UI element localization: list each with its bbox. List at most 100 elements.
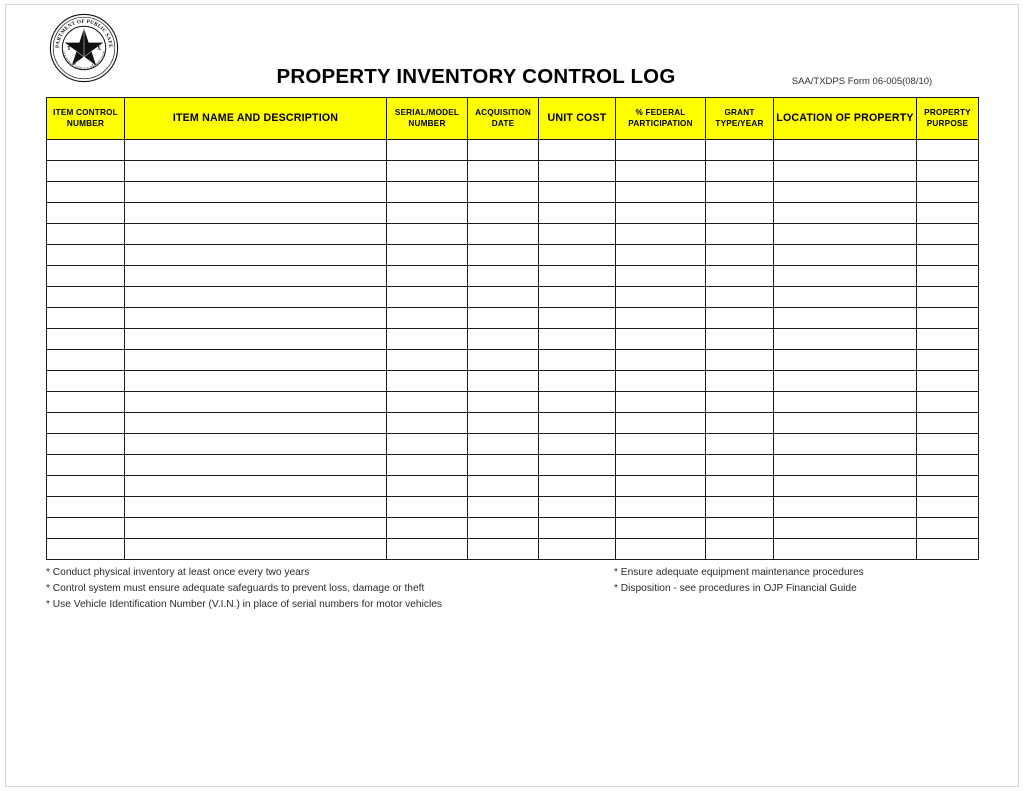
cell-item-control-number[interactable] [46, 181, 125, 203]
cell-unit-cost[interactable] [538, 496, 616, 518]
cell-item-name-description[interactable] [124, 496, 387, 518]
cell-grant-type-year[interactable] [705, 286, 774, 308]
cell-serial-model-number[interactable] [386, 391, 468, 413]
cell-percent-federal-participation[interactable] [615, 454, 706, 476]
cell-location-of-property[interactable] [773, 433, 917, 455]
cell-unit-cost[interactable] [538, 328, 616, 350]
cell-item-name-description[interactable] [124, 412, 387, 434]
cell-percent-federal-participation[interactable] [615, 223, 706, 245]
cell-grant-type-year[interactable] [705, 475, 774, 497]
cell-acquisition-date[interactable] [467, 139, 539, 161]
cell-serial-model-number[interactable] [386, 265, 468, 287]
cell-item-control-number[interactable] [46, 139, 125, 161]
cell-grant-type-year[interactable] [705, 160, 774, 182]
cell-unit-cost[interactable] [538, 538, 616, 560]
cell-grant-type-year[interactable] [705, 433, 774, 455]
cell-grant-type-year[interactable] [705, 412, 774, 434]
cell-item-control-number[interactable] [46, 223, 125, 245]
cell-property-purpose[interactable] [916, 412, 979, 434]
cell-serial-model-number[interactable] [386, 307, 468, 329]
cell-serial-model-number[interactable] [386, 370, 468, 392]
cell-location-of-property[interactable] [773, 517, 917, 539]
cell-unit-cost[interactable] [538, 139, 616, 161]
cell-unit-cost[interactable] [538, 223, 616, 245]
cell-serial-model-number[interactable] [386, 454, 468, 476]
cell-item-control-number[interactable] [46, 160, 125, 182]
cell-property-purpose[interactable] [916, 391, 979, 413]
cell-grant-type-year[interactable] [705, 202, 774, 224]
cell-acquisition-date[interactable] [467, 454, 539, 476]
cell-serial-model-number[interactable] [386, 538, 468, 560]
cell-item-name-description[interactable] [124, 244, 387, 266]
cell-unit-cost[interactable] [538, 202, 616, 224]
cell-property-purpose[interactable] [916, 265, 979, 287]
cell-grant-type-year[interactable] [705, 349, 774, 371]
cell-acquisition-date[interactable] [467, 265, 539, 287]
cell-item-control-number[interactable] [46, 265, 125, 287]
cell-item-control-number[interactable] [46, 349, 125, 371]
cell-serial-model-number[interactable] [386, 181, 468, 203]
cell-location-of-property[interactable] [773, 475, 917, 497]
cell-acquisition-date[interactable] [467, 391, 539, 413]
cell-unit-cost[interactable] [538, 181, 616, 203]
cell-item-name-description[interactable] [124, 160, 387, 182]
cell-unit-cost[interactable] [538, 307, 616, 329]
cell-property-purpose[interactable] [916, 433, 979, 455]
cell-property-purpose[interactable] [916, 475, 979, 497]
cell-acquisition-date[interactable] [467, 181, 539, 203]
cell-unit-cost[interactable] [538, 370, 616, 392]
cell-acquisition-date[interactable] [467, 496, 539, 518]
cell-item-name-description[interactable] [124, 517, 387, 539]
cell-item-control-number[interactable] [46, 391, 125, 413]
cell-item-control-number[interactable] [46, 475, 125, 497]
cell-grant-type-year[interactable] [705, 181, 774, 203]
cell-unit-cost[interactable] [538, 391, 616, 413]
cell-property-purpose[interactable] [916, 538, 979, 560]
cell-percent-federal-participation[interactable] [615, 286, 706, 308]
cell-property-purpose[interactable] [916, 349, 979, 371]
cell-percent-federal-participation[interactable] [615, 370, 706, 392]
cell-item-control-number[interactable] [46, 412, 125, 434]
cell-property-purpose[interactable] [916, 160, 979, 182]
cell-location-of-property[interactable] [773, 328, 917, 350]
cell-grant-type-year[interactable] [705, 328, 774, 350]
cell-serial-model-number[interactable] [386, 202, 468, 224]
cell-grant-type-year[interactable] [705, 496, 774, 518]
cell-property-purpose[interactable] [916, 370, 979, 392]
cell-location-of-property[interactable] [773, 160, 917, 182]
cell-percent-federal-participation[interactable] [615, 328, 706, 350]
cell-property-purpose[interactable] [916, 496, 979, 518]
cell-acquisition-date[interactable] [467, 244, 539, 266]
cell-property-purpose[interactable] [916, 286, 979, 308]
cell-item-control-number[interactable] [46, 454, 125, 476]
cell-unit-cost[interactable] [538, 412, 616, 434]
cell-percent-federal-participation[interactable] [615, 538, 706, 560]
cell-item-name-description[interactable] [124, 202, 387, 224]
cell-item-name-description[interactable] [124, 265, 387, 287]
cell-property-purpose[interactable] [916, 517, 979, 539]
cell-acquisition-date[interactable] [467, 349, 539, 371]
cell-property-purpose[interactable] [916, 139, 979, 161]
cell-percent-federal-participation[interactable] [615, 412, 706, 434]
cell-grant-type-year[interactable] [705, 265, 774, 287]
cell-item-control-number[interactable] [46, 328, 125, 350]
cell-percent-federal-participation[interactable] [615, 202, 706, 224]
cell-location-of-property[interactable] [773, 223, 917, 245]
cell-percent-federal-participation[interactable] [615, 475, 706, 497]
cell-item-name-description[interactable] [124, 538, 387, 560]
cell-grant-type-year[interactable] [705, 139, 774, 161]
cell-grant-type-year[interactable] [705, 454, 774, 476]
cell-location-of-property[interactable] [773, 181, 917, 203]
cell-grant-type-year[interactable] [705, 223, 774, 245]
cell-location-of-property[interactable] [773, 454, 917, 476]
cell-item-control-number[interactable] [46, 370, 125, 392]
cell-item-name-description[interactable] [124, 286, 387, 308]
cell-location-of-property[interactable] [773, 244, 917, 266]
cell-acquisition-date[interactable] [467, 412, 539, 434]
cell-unit-cost[interactable] [538, 454, 616, 476]
cell-percent-federal-participation[interactable] [615, 139, 706, 161]
cell-acquisition-date[interactable] [467, 328, 539, 350]
cell-unit-cost[interactable] [538, 433, 616, 455]
cell-location-of-property[interactable] [773, 202, 917, 224]
cell-item-control-number[interactable] [46, 244, 125, 266]
